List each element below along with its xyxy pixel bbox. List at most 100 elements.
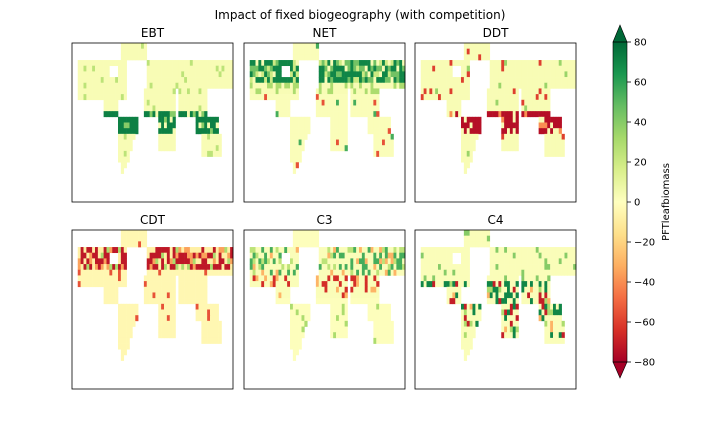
grid-cell xyxy=(158,247,162,254)
grid-cell xyxy=(547,286,551,293)
grid-cell xyxy=(164,128,168,135)
grid-cell xyxy=(204,150,208,157)
grid-cell xyxy=(187,65,191,72)
grid-cell xyxy=(440,269,445,276)
grid-cell xyxy=(512,269,516,276)
grid-cell xyxy=(384,247,389,254)
grid-cell xyxy=(267,247,271,254)
grid-cell xyxy=(463,60,468,67)
grid-cell xyxy=(370,315,374,322)
grid-cell xyxy=(278,264,282,271)
panel-frame xyxy=(243,229,406,390)
grid-cell xyxy=(558,247,562,254)
grid-cell xyxy=(175,82,179,89)
grid-cell xyxy=(558,315,562,322)
grid-cell xyxy=(261,258,265,265)
grid-cell xyxy=(295,43,299,49)
grid-cell xyxy=(204,133,208,140)
grid-cell xyxy=(432,82,436,89)
grid-cell xyxy=(544,77,548,84)
grid-cell xyxy=(515,264,519,271)
grid-cell xyxy=(336,82,340,89)
grid-cell xyxy=(387,326,391,333)
grid-cell xyxy=(95,65,99,72)
grid-cell xyxy=(353,252,357,259)
grid-cell xyxy=(298,230,302,236)
grid-cell xyxy=(501,77,505,84)
grid-cell xyxy=(501,303,505,310)
grid-cell xyxy=(252,94,256,101)
grid-cell xyxy=(201,326,205,333)
grid-cell xyxy=(292,54,297,61)
grid-cell xyxy=(336,145,340,152)
grid-cell xyxy=(215,60,219,67)
grid-cell xyxy=(423,77,427,84)
grid-cell xyxy=(463,54,468,61)
grid-cell xyxy=(86,94,90,101)
grid-cell xyxy=(212,326,217,333)
grid-cell xyxy=(189,82,194,89)
grid-cell xyxy=(384,116,389,123)
grid-cell xyxy=(478,235,482,242)
grid-cell xyxy=(535,258,539,265)
grid-cell xyxy=(161,133,165,140)
grid-cell xyxy=(341,145,345,152)
grid-cell xyxy=(318,105,322,112)
grid-cell xyxy=(541,269,545,276)
grid-cell xyxy=(338,60,343,67)
grid-cell xyxy=(558,252,562,259)
grid-cell xyxy=(201,247,205,254)
grid-cell xyxy=(544,303,548,310)
grid-cell xyxy=(261,281,265,288)
grid-cell xyxy=(210,139,214,146)
colorbar-tick-label: 80 xyxy=(634,38,647,49)
grid-cell xyxy=(341,116,345,123)
grid-cell xyxy=(466,275,470,282)
grid-cell xyxy=(207,337,211,344)
grid-cell xyxy=(123,230,127,236)
grid-cell xyxy=(86,258,90,265)
grid-cell xyxy=(550,258,554,265)
grid-cell xyxy=(379,326,383,333)
grid-cell xyxy=(292,264,297,271)
grid-cell xyxy=(359,65,363,72)
grid-cell xyxy=(212,252,217,259)
grid-cell xyxy=(535,88,539,95)
grid-cell xyxy=(489,281,493,288)
grid-cell xyxy=(152,82,156,89)
panel-title: C3 xyxy=(316,213,332,227)
grid-cell xyxy=(469,54,473,61)
grid-cell xyxy=(77,269,81,276)
grid-cell xyxy=(521,82,525,89)
grid-cell xyxy=(146,65,150,72)
grid-cell xyxy=(472,230,476,236)
grid-cell xyxy=(172,145,176,152)
grid-cell xyxy=(152,292,156,299)
grid-cell xyxy=(218,332,222,339)
grid-cell xyxy=(449,264,453,271)
grid-cell xyxy=(158,99,162,106)
grid-cell xyxy=(524,292,528,299)
grid-cell xyxy=(399,264,403,271)
grid-cell xyxy=(463,43,468,49)
grid-cell xyxy=(123,281,127,288)
grid-cell xyxy=(367,116,371,123)
grid-cell xyxy=(353,71,357,78)
grid-cell xyxy=(313,54,317,61)
grid-cell xyxy=(198,99,202,106)
grid-cell xyxy=(553,128,557,135)
grid-cell xyxy=(97,60,102,67)
grid-cell xyxy=(336,60,340,67)
grid-cell xyxy=(379,71,383,78)
grid-cell xyxy=(330,269,334,276)
grid-cell xyxy=(204,105,208,112)
grid-cell xyxy=(106,60,110,67)
grid-cell xyxy=(547,77,551,84)
grid-cell xyxy=(210,122,214,129)
grid-cell xyxy=(141,43,145,49)
grid-cell xyxy=(466,156,470,163)
grid-cell xyxy=(204,82,208,89)
grid-cell xyxy=(258,65,262,72)
grid-cell xyxy=(290,309,294,316)
grid-cell xyxy=(318,247,322,254)
